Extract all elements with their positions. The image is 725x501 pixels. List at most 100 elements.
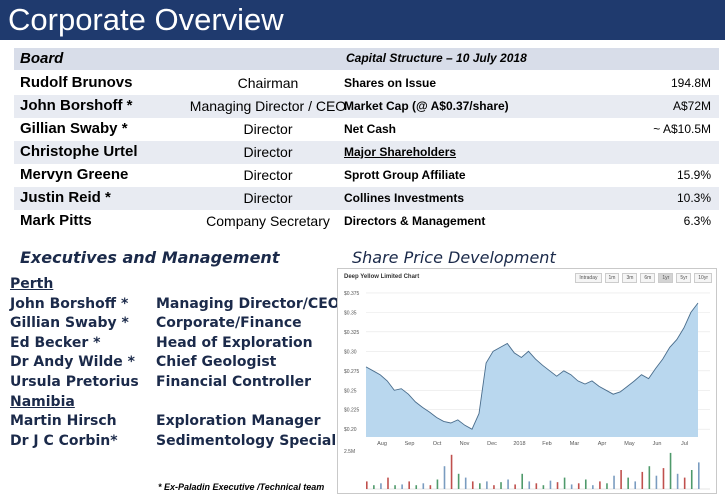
volume-bar	[683, 477, 686, 489]
volume-bar	[634, 481, 637, 489]
board-member-name: John Borshoff *	[20, 97, 133, 114]
board-row: John Borshoff * Managing Director / CEO Ma…	[14, 95, 719, 118]
capital-value: 194.8M	[670, 76, 711, 90]
capital-label: Shares on Issue	[344, 76, 437, 90]
volume-bar	[486, 481, 488, 489]
volume-bar	[655, 475, 658, 489]
price-line	[365, 302, 699, 430]
capital-value: A$72M	[672, 99, 711, 113]
volume-bar	[457, 473, 460, 489]
range-button[interactable]: 1yr	[658, 273, 674, 283]
capital-label: Major Shareholders	[344, 145, 457, 159]
volume-bar	[577, 483, 580, 489]
location-heading: Perth	[10, 276, 340, 296]
volume-bar	[479, 483, 481, 489]
executive-name: Gillian Swaby *	[10, 315, 129, 332]
volume-bar	[436, 479, 439, 489]
executives-heading: Executives and Management	[20, 248, 280, 267]
board-member-name: Justin Reid *	[20, 189, 111, 206]
volume-tick-label: 2.5M	[344, 449, 355, 455]
page-title: Corporate Overview	[8, 2, 284, 37]
range-buttons: Intraday 1m 3m 6m 1yr 5yr 10yr	[575, 273, 712, 283]
board-member-name: Rudolf Brunovs	[20, 74, 133, 91]
capital-value: ~ A$10.5M	[653, 122, 711, 136]
x-tick-label: Jul	[681, 441, 688, 447]
board-member-role: Director	[243, 121, 293, 137]
volume-bar	[584, 479, 587, 489]
range-button[interactable]: Intraday	[575, 273, 602, 283]
volume-bar	[613, 475, 615, 489]
chart-title: Deep Yellow Limited Chart	[344, 274, 420, 280]
volume-bar	[592, 485, 594, 489]
capital-label: Market Cap (@ A$0.37/share)	[344, 99, 509, 113]
executive-role: Chief Geologist	[156, 354, 277, 371]
range-button[interactable]: 1m	[604, 273, 620, 283]
y-tick-label: $0.20	[344, 427, 357, 433]
executive-line: Gillian Swaby * Corporate/Finance	[10, 315, 340, 335]
x-tick-label: Oct	[433, 441, 442, 447]
board-member-name: Gillian Swaby *	[20, 120, 128, 137]
y-tick-label: $0.25	[344, 388, 357, 394]
x-tick-label: Aug	[377, 441, 387, 447]
executive-name: Dr Andy Wilde *	[10, 354, 135, 371]
x-tick-label: May	[624, 441, 635, 447]
location-heading: Namibia	[10, 394, 340, 414]
volume-bar	[450, 454, 453, 489]
chart-canvas: $0.375 $0.35 $0.325 $0.30 $0.275 $0.25 $0.225 $…	[344, 291, 710, 490]
x-tick-label: Mar	[570, 441, 580, 447]
capital-label: Net Cash	[344, 122, 397, 136]
y-tick-label: $0.275	[344, 369, 360, 375]
range-button[interactable]: 5yr	[676, 273, 692, 283]
capital-structure-heading: Capital Structure – 10 July 2018	[346, 51, 527, 65]
board-member-role: Director	[243, 190, 293, 206]
range-button[interactable]: 6m	[640, 273, 656, 283]
executive-role: Head of Exploration	[156, 334, 313, 351]
range-button[interactable]: 3m	[622, 273, 638, 283]
y-tick-label: $0.375	[344, 291, 360, 297]
board-row: Mervyn Greene Director Sprott Group Affili…	[14, 164, 719, 187]
location-label: Namibia	[10, 393, 75, 410]
executive-role: Sedimentology Specialist	[156, 432, 356, 449]
volume-bar	[387, 477, 389, 489]
y-tick-label: $0.325	[344, 330, 360, 336]
volume-bar	[373, 485, 375, 489]
volume-bar	[570, 484, 573, 489]
x-tick-label: 2018	[513, 441, 525, 447]
volume-bar	[464, 477, 467, 489]
volume-bar	[599, 481, 601, 489]
volume-bar	[549, 480, 552, 489]
y-tick-label: $0.225	[344, 408, 360, 414]
volume-bar	[521, 473, 524, 489]
x-tick-label: Apr	[598, 441, 607, 447]
x-tick-label: Nov	[460, 441, 470, 447]
volume-bar	[401, 484, 403, 489]
volume-bar	[380, 483, 382, 489]
board-member-name: Mervyn Greene	[20, 166, 129, 183]
volume-bar	[471, 481, 474, 489]
y-tick-label: $0.30	[344, 349, 357, 355]
volume-bar	[662, 468, 665, 489]
volume-bar	[542, 485, 545, 489]
board-row: Justin Reid * Director Collines Investment…	[14, 187, 719, 210]
capital-label: Sprott Group Affiliate	[344, 168, 466, 182]
board-member-name: Christophe Urtel	[20, 143, 138, 160]
executive-role: Exploration Manager	[156, 413, 321, 430]
executive-line: Dr J C Corbin* Sedimentology Specialist	[10, 432, 356, 453]
volume-bar	[669, 452, 672, 489]
y-tick-label: $0.35	[344, 310, 357, 316]
volume-bar	[493, 485, 495, 489]
executive-name: Ed Becker *	[10, 334, 101, 351]
board-row: Mark Pitts Company Secretary Directors & M…	[14, 210, 719, 233]
executive-name: Ursula Pretorius	[10, 373, 139, 390]
volume-bar	[366, 481, 368, 489]
price-area	[366, 303, 698, 437]
board-member-role: Director	[243, 144, 293, 160]
range-button[interactable]: 10yr	[694, 273, 712, 283]
volume-bar	[507, 479, 509, 489]
capital-label: Collines Investments	[344, 191, 465, 205]
footnote: * Ex-Paladin Executive /Technical team	[158, 482, 325, 492]
executive-name: Dr J C Corbin*	[10, 432, 118, 449]
volume-bar	[698, 462, 700, 489]
x-tick-label: Sep	[405, 441, 415, 447]
volume-bar	[408, 481, 410, 489]
